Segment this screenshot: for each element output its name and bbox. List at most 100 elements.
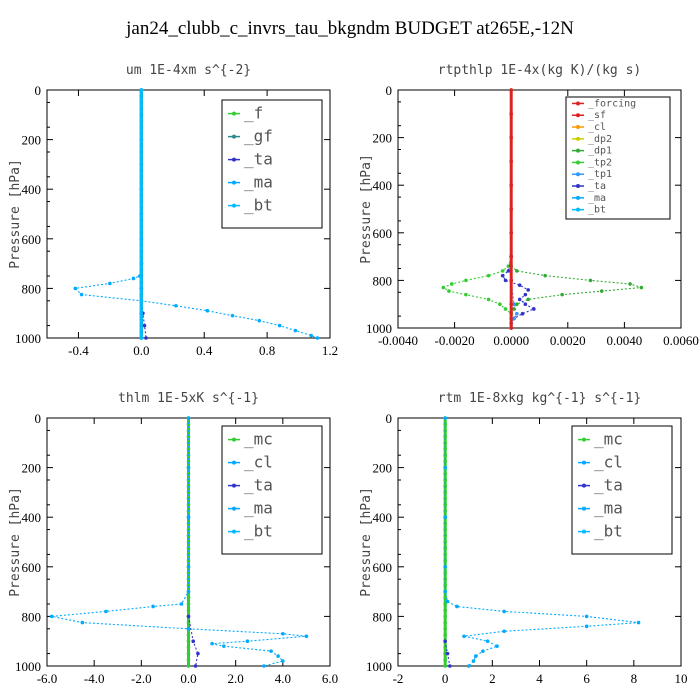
legend-label: _ma bbox=[244, 498, 273, 517]
data-point bbox=[304, 634, 309, 639]
data-point bbox=[502, 629, 506, 634]
data-point bbox=[509, 326, 513, 330]
x-tick-label: 1.2 bbox=[322, 343, 338, 358]
data-point bbox=[445, 651, 450, 656]
data-point bbox=[186, 614, 191, 619]
data-point bbox=[443, 639, 447, 643]
x-tick-label: 0.0 bbox=[180, 671, 196, 686]
data-point bbox=[186, 422, 191, 427]
data-point bbox=[186, 633, 191, 637]
legend-marker bbox=[232, 134, 236, 139]
data-point bbox=[628, 282, 632, 286]
data-point bbox=[443, 472, 447, 476]
data-point bbox=[186, 416, 191, 420]
data-point bbox=[443, 434, 447, 439]
legend-label: _cl bbox=[594, 452, 623, 471]
data-point bbox=[186, 472, 191, 476]
panel-title: rtm 1E-8xkg kg^{-1} s^{-1} bbox=[438, 391, 642, 406]
data-point bbox=[186, 651, 191, 656]
legend-label: _cl bbox=[244, 452, 273, 471]
legend-label: _sf bbox=[588, 110, 606, 121]
data-point bbox=[186, 527, 191, 532]
legend-label: _bt bbox=[594, 521, 623, 540]
data-point bbox=[186, 459, 191, 464]
data-point bbox=[191, 639, 196, 643]
data-point bbox=[474, 654, 478, 658]
y-tick-label: 400 bbox=[373, 178, 393, 193]
legend-marker bbox=[582, 460, 586, 465]
x-tick-label: 4.0 bbox=[275, 671, 291, 686]
x-tick-label: -4.0 bbox=[84, 671, 105, 686]
data-point bbox=[230, 313, 235, 318]
data-point bbox=[523, 302, 528, 307]
data-point bbox=[526, 288, 530, 292]
data-point bbox=[509, 88, 513, 92]
data-point bbox=[186, 602, 191, 606]
data-point bbox=[515, 269, 519, 273]
data-point bbox=[509, 135, 513, 140]
series-line-ta bbox=[187, 616, 199, 667]
legend-label: _ta bbox=[588, 181, 606, 192]
data-point bbox=[277, 323, 282, 328]
x-tick-label: 0.4 bbox=[196, 343, 213, 358]
legend-marker bbox=[576, 101, 580, 106]
legend-marker bbox=[582, 483, 586, 488]
legend-label: _bt bbox=[244, 195, 273, 214]
x-tick-label: -0.0040 bbox=[378, 333, 418, 348]
legend-label: _gf bbox=[244, 126, 273, 145]
data-point bbox=[443, 627, 447, 631]
data-point bbox=[144, 336, 148, 340]
data-point bbox=[443, 608, 447, 612]
data-point bbox=[210, 641, 214, 646]
legend-marker bbox=[232, 157, 236, 162]
x-tick-label: 0.0040 bbox=[607, 333, 643, 348]
data-point bbox=[520, 311, 525, 316]
data-point bbox=[186, 583, 191, 588]
legend-marker bbox=[232, 111, 236, 116]
x-tick-label: 6 bbox=[583, 671, 590, 686]
data-point bbox=[139, 336, 144, 340]
data-point bbox=[186, 515, 191, 519]
data-point bbox=[495, 644, 499, 648]
x-tick-label: 0.0 bbox=[133, 343, 149, 358]
legend-marker bbox=[582, 506, 586, 511]
series-line-tp2 bbox=[442, 90, 512, 328]
data-point bbox=[443, 658, 447, 662]
legend-box bbox=[571, 425, 673, 555]
data-point bbox=[186, 658, 191, 662]
y-tick-label: 1000 bbox=[366, 321, 392, 336]
legend-marker bbox=[232, 437, 236, 442]
legend-marker bbox=[232, 506, 236, 511]
x-tick-label: -6.0 bbox=[37, 671, 58, 686]
legend-marker bbox=[576, 113, 580, 118]
data-point bbox=[443, 571, 447, 575]
legend-box bbox=[221, 99, 323, 229]
data-point bbox=[560, 292, 564, 297]
y-tick-label: 400 bbox=[22, 510, 42, 525]
y-tick-label: 0 bbox=[35, 83, 42, 98]
y-tick-label: 600 bbox=[22, 232, 42, 247]
legend-label: _f bbox=[244, 103, 263, 122]
legend-label: _mc bbox=[594, 429, 623, 448]
legend-marker bbox=[576, 195, 580, 200]
y-tick-label: 400 bbox=[373, 510, 393, 525]
data-point bbox=[523, 292, 528, 297]
data-point bbox=[443, 416, 447, 420]
legend-label: _ta bbox=[594, 475, 623, 494]
y-tick-label: 200 bbox=[373, 461, 393, 476]
legend-box bbox=[221, 425, 323, 555]
legend-label: _bt bbox=[588, 205, 606, 216]
data-point bbox=[196, 651, 200, 656]
legend-label: _cl bbox=[588, 122, 606, 133]
data-point bbox=[443, 620, 447, 625]
y-tick-label: 1000 bbox=[15, 331, 41, 346]
series-line-ta bbox=[501, 256, 536, 328]
data-point bbox=[466, 664, 471, 668]
data-point bbox=[443, 527, 447, 532]
data-point bbox=[108, 281, 112, 286]
data-point bbox=[509, 112, 513, 116]
data-point bbox=[448, 664, 452, 668]
y-tick-label: 1000 bbox=[366, 659, 392, 674]
data-point bbox=[186, 645, 191, 650]
data-point bbox=[443, 664, 447, 668]
